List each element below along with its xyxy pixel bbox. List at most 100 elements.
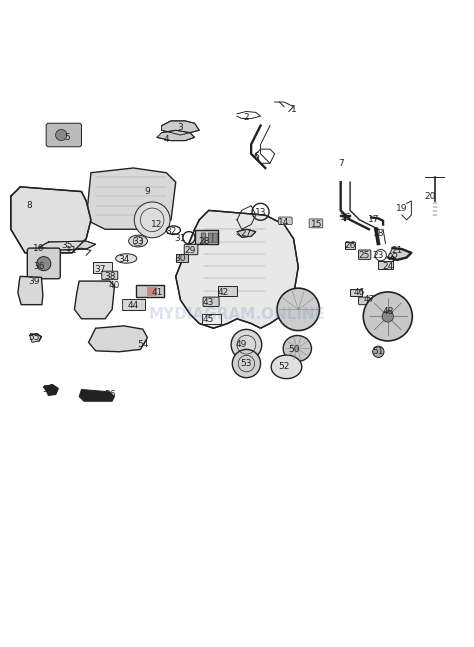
Circle shape xyxy=(134,202,170,237)
Text: 24: 24 xyxy=(382,263,393,272)
Ellipse shape xyxy=(116,254,137,263)
Text: 22: 22 xyxy=(387,253,398,262)
Circle shape xyxy=(373,346,384,357)
Polygon shape xyxy=(86,168,176,229)
Text: 17: 17 xyxy=(368,215,379,225)
FancyBboxPatch shape xyxy=(309,219,323,228)
Text: 12: 12 xyxy=(151,220,163,229)
Polygon shape xyxy=(237,229,256,237)
Text: 45: 45 xyxy=(203,315,214,324)
Polygon shape xyxy=(44,385,58,395)
Text: 47: 47 xyxy=(363,296,374,305)
Text: 10: 10 xyxy=(33,244,45,252)
Text: 1: 1 xyxy=(291,105,296,114)
Text: 25: 25 xyxy=(358,250,370,259)
Text: 20: 20 xyxy=(425,192,436,201)
FancyBboxPatch shape xyxy=(213,233,218,243)
Text: 37: 37 xyxy=(95,265,106,274)
FancyBboxPatch shape xyxy=(218,286,237,296)
FancyBboxPatch shape xyxy=(102,271,118,280)
Text: 16: 16 xyxy=(340,213,351,222)
Text: 8: 8 xyxy=(27,201,33,210)
FancyBboxPatch shape xyxy=(358,297,370,305)
Polygon shape xyxy=(176,210,298,328)
Polygon shape xyxy=(11,187,91,253)
Ellipse shape xyxy=(271,355,302,378)
Polygon shape xyxy=(18,276,43,305)
Text: 34: 34 xyxy=(118,256,129,265)
Text: 44: 44 xyxy=(128,301,139,310)
Text: 26: 26 xyxy=(345,241,356,250)
Text: 42: 42 xyxy=(217,289,228,298)
Text: 46: 46 xyxy=(354,289,365,298)
FancyBboxPatch shape xyxy=(27,248,60,279)
Text: 55: 55 xyxy=(28,333,40,342)
Text: 13: 13 xyxy=(255,208,266,217)
FancyBboxPatch shape xyxy=(208,233,213,243)
Polygon shape xyxy=(89,326,147,352)
Polygon shape xyxy=(162,121,199,135)
Text: 48: 48 xyxy=(382,307,393,316)
Text: 9: 9 xyxy=(145,187,150,196)
Text: 31: 31 xyxy=(175,234,186,243)
FancyBboxPatch shape xyxy=(136,285,164,297)
Text: 57: 57 xyxy=(43,385,54,394)
FancyBboxPatch shape xyxy=(201,233,206,243)
Text: 4: 4 xyxy=(164,135,169,144)
Ellipse shape xyxy=(231,329,262,360)
Polygon shape xyxy=(30,334,41,342)
Text: 3: 3 xyxy=(178,124,183,133)
Circle shape xyxy=(382,311,393,322)
Text: 28: 28 xyxy=(198,237,210,245)
Text: 50: 50 xyxy=(288,345,299,354)
Text: 43: 43 xyxy=(203,298,214,307)
FancyBboxPatch shape xyxy=(350,289,362,296)
Text: 51: 51 xyxy=(373,347,384,356)
FancyBboxPatch shape xyxy=(201,314,220,324)
Text: 49: 49 xyxy=(236,340,247,349)
Polygon shape xyxy=(388,248,411,260)
Text: 7: 7 xyxy=(338,159,344,168)
Polygon shape xyxy=(39,241,96,250)
Text: 53: 53 xyxy=(241,359,252,368)
Text: 21: 21 xyxy=(392,246,403,255)
Ellipse shape xyxy=(283,336,311,362)
Circle shape xyxy=(363,292,412,341)
Text: MYDIAGRAM.ONLINE: MYDIAGRAM.ONLINE xyxy=(148,307,326,322)
FancyBboxPatch shape xyxy=(46,123,82,147)
Ellipse shape xyxy=(128,235,147,247)
Text: 39: 39 xyxy=(28,276,40,285)
Text: 30: 30 xyxy=(175,254,186,263)
Text: 27: 27 xyxy=(241,230,252,239)
Text: 35: 35 xyxy=(62,241,73,250)
Polygon shape xyxy=(157,130,195,140)
FancyBboxPatch shape xyxy=(346,241,355,249)
Ellipse shape xyxy=(232,349,261,378)
Text: 38: 38 xyxy=(104,272,116,281)
Text: 56: 56 xyxy=(104,389,116,399)
FancyBboxPatch shape xyxy=(378,261,392,269)
Text: 40: 40 xyxy=(109,281,120,291)
Text: 15: 15 xyxy=(311,220,323,229)
Text: 52: 52 xyxy=(278,362,290,371)
Text: 19: 19 xyxy=(396,204,408,213)
Text: 14: 14 xyxy=(278,217,290,226)
FancyBboxPatch shape xyxy=(93,262,112,272)
FancyBboxPatch shape xyxy=(358,250,371,259)
FancyBboxPatch shape xyxy=(147,287,157,296)
FancyBboxPatch shape xyxy=(121,298,145,311)
Text: 6: 6 xyxy=(253,151,259,160)
Text: 36: 36 xyxy=(33,263,45,272)
Text: 11: 11 xyxy=(66,246,78,255)
Text: 32: 32 xyxy=(165,227,177,236)
Text: 5: 5 xyxy=(64,133,70,142)
Text: 18: 18 xyxy=(373,230,384,239)
Text: 33: 33 xyxy=(132,237,144,245)
FancyBboxPatch shape xyxy=(184,245,198,255)
Text: 54: 54 xyxy=(137,340,148,349)
Circle shape xyxy=(277,288,319,331)
FancyBboxPatch shape xyxy=(176,254,188,262)
FancyBboxPatch shape xyxy=(195,230,218,245)
FancyBboxPatch shape xyxy=(203,297,219,307)
FancyBboxPatch shape xyxy=(278,217,292,225)
